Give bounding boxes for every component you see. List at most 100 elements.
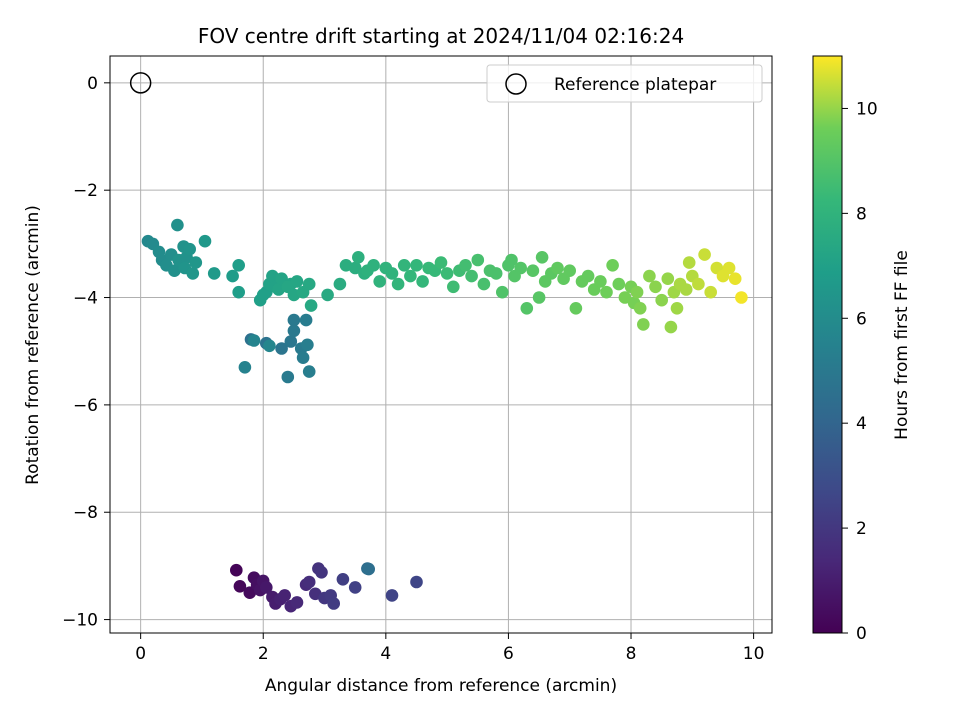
grid [110,56,772,633]
data-point [692,277,705,291]
data-point [670,302,684,315]
data-point [594,275,607,288]
data-point [302,575,316,589]
data-point [535,250,549,264]
data-point [352,250,365,264]
y-tick-label: −8 [73,503,98,523]
data-point [728,272,742,286]
data-point [296,351,310,365]
data-point [447,280,460,294]
data-point [238,361,252,374]
data-point [385,589,399,602]
legend-entry-reference: Reference platepar [554,75,716,95]
data-point [391,277,405,291]
data-point [633,302,647,315]
data-point [514,261,527,275]
data-point [385,267,399,280]
data-point [260,581,273,594]
data-point [520,302,534,315]
colorbar-gradient [812,55,843,634]
x-tick-label: 6 [503,644,514,664]
data-point [362,562,376,576]
data-point [682,256,696,269]
data-point [183,242,196,256]
plot-area [110,56,772,633]
data-point [299,313,313,327]
y-axis-ticks: 0 −2 −4 −6 −8 −10 [62,74,110,631]
data-point [722,261,736,275]
data-point [207,267,221,280]
data-point [397,259,411,272]
data-point [532,291,546,304]
data-point [496,285,509,299]
reference-platepar-marker [129,72,152,94]
data-point [232,285,245,299]
y-axis-label: Rotation from reference (arcmin) [23,205,43,485]
data-point [643,269,656,283]
data-point [416,275,429,288]
data-point [171,218,184,232]
data-point [581,269,595,283]
data-point [302,277,316,291]
colorbar-tick-label: 0 [856,624,867,644]
data-point [186,267,200,280]
data-point [256,288,270,302]
data-point [471,253,485,267]
x-axis-ticks: 0 2 4 6 8 10 [135,633,764,664]
x-axis-label: Angular distance from reference (arcmin) [265,676,617,696]
colorbar-label: Hours from first FF file [892,250,912,440]
data-point [290,275,304,288]
data-point [333,277,347,291]
data-point [434,256,448,269]
data-point [226,269,239,283]
y-tick-label: −4 [73,289,98,309]
colorbar-tick-label: 4 [856,414,867,434]
legend-marker-icon [505,73,527,95]
data-point [367,259,380,272]
chart-title: FOV centre drift starting at 2024/11/04 … [198,24,684,48]
data-point [704,285,717,299]
data-point [230,563,243,577]
data-point [198,234,212,248]
data-point [410,575,423,589]
data-point [348,261,362,275]
data-point [630,285,644,299]
data-point [315,566,328,579]
data-point [526,264,540,278]
data-point [661,272,675,286]
data-point [569,302,583,315]
data-point [655,293,668,307]
data-point [637,318,650,331]
data-point [263,339,276,353]
data-point [232,259,245,272]
data-point [281,370,295,384]
data-point [233,580,247,593]
data-point [290,596,304,609]
data-point [618,291,632,304]
data-point [410,259,423,272]
data-point [679,283,693,296]
data-point [505,253,518,267]
plot-frame [109,55,773,634]
data-point [321,288,334,302]
reference-point-layer [129,72,152,94]
data-point [563,264,576,278]
data-point [348,581,362,594]
data-point [247,334,261,347]
x-tick-label: 2 [258,644,269,664]
data-point [404,269,417,283]
legend-box [486,64,763,103]
data-point [301,338,314,352]
data-point [551,261,564,275]
data-point [612,277,626,291]
colorbar-tick-label: 6 [856,309,867,329]
data-point [287,324,301,338]
data-point [275,342,288,355]
data-point [606,259,619,272]
data-point [373,275,387,288]
x-tick-label: 10 [743,644,765,664]
data-point [287,313,301,327]
y-tick-label: −6 [73,396,98,416]
data-point [600,285,613,299]
data-point [698,248,711,261]
